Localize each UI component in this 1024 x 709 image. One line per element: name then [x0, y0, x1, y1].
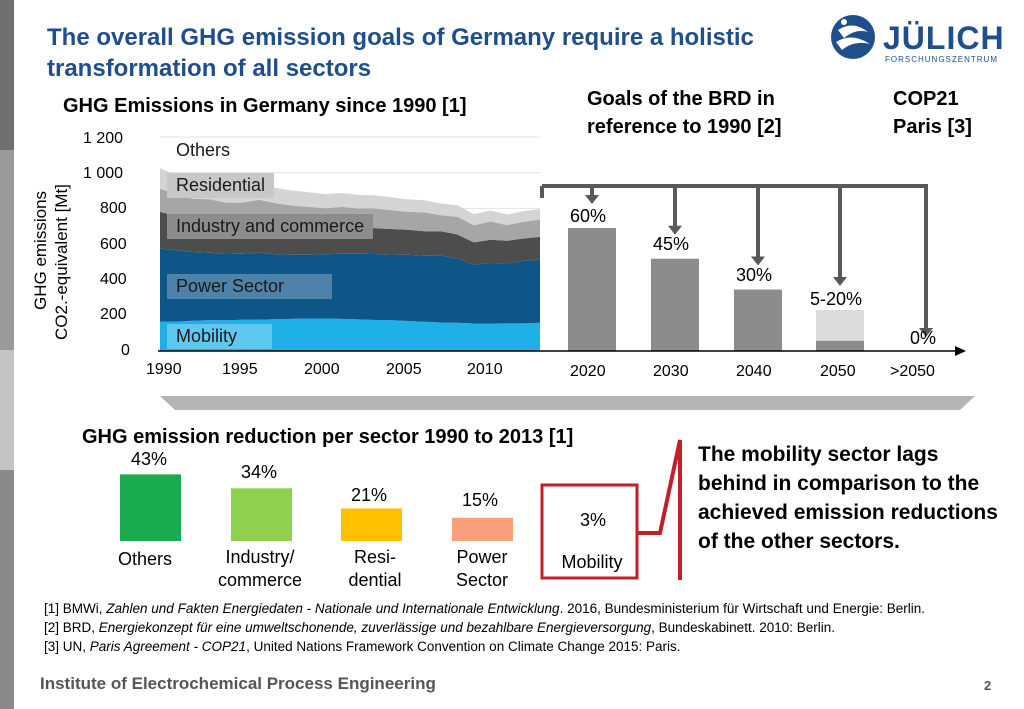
- references: [1] BMWi, Zahlen und Fakten Energiedaten…: [44, 599, 994, 656]
- sector-category-label: Others: [117, 549, 173, 569]
- goal-label: 5-20%: [810, 289, 863, 309]
- sector-bar: [563, 536, 624, 541]
- goal-x-tick: 2030: [653, 363, 689, 380]
- sector-bar: [120, 474, 181, 541]
- reference-item: [3] UN, Paris Agreement - COP21, United …: [44, 639, 681, 654]
- sector-bar: [452, 517, 513, 541]
- x-tick: 2000: [304, 361, 340, 378]
- goal-bar: [651, 258, 699, 351]
- goal-range-bar: [816, 310, 864, 341]
- area-label-industry: Industry and commerce: [167, 214, 374, 239]
- emissions-chart-heading: GHG Emissions in Germany since 1990 [1]: [63, 95, 467, 117]
- side-bar-segment: [0, 150, 14, 350]
- y-tick: 400: [100, 271, 127, 288]
- slide-title: The overall GHG emission goals of German…: [47, 24, 754, 82]
- goal-arrow-head-icon: [751, 256, 765, 266]
- goal-arrow-head-icon: [833, 277, 847, 286]
- goal-bar: [568, 228, 616, 351]
- y-tick: 1 000: [83, 165, 124, 182]
- side-bar-segment: [0, 350, 14, 470]
- page-number: 2: [984, 678, 992, 693]
- logo-subtitle: FORSCHUNGSZENTRUM: [885, 55, 998, 64]
- side-bar-segment: [0, 0, 14, 150]
- y-tick: 0: [121, 342, 130, 359]
- cop21-heading: COP21 Paris [3]: [893, 88, 972, 138]
- area-series-power-sector: [160, 248, 540, 324]
- reference-item: [1] BMWi, Zahlen und Fakten Energiedaten…: [44, 601, 925, 616]
- section-divider: [160, 396, 975, 410]
- goal-arrow-head-icon: [585, 195, 599, 204]
- sector-bar: [231, 488, 292, 541]
- x-axis-arrow-icon: [955, 346, 966, 356]
- goal-label: 30%: [736, 265, 773, 285]
- sector-category-label: Power Sector: [455, 547, 509, 590]
- x-tick: 1990: [146, 361, 182, 378]
- reference-item: [2] BRD, Energiekonzept für eine umwelts…: [44, 620, 835, 635]
- sector-value-label: 34%: [241, 462, 278, 482]
- sector-bar: [341, 508, 402, 541]
- sector-value-label: 15%: [462, 490, 499, 510]
- area-series-others: [160, 168, 540, 226]
- x-tick: 2010: [467, 361, 503, 378]
- goal-x-tick: >2050: [890, 363, 935, 380]
- y-tick: 600: [100, 236, 127, 253]
- mobility-note: The mobility sector lags behind in compa…: [698, 443, 998, 553]
- callout-bracket: [637, 439, 682, 580]
- juelich-logo-icon: [831, 15, 875, 59]
- sector-value-label: 21%: [351, 485, 388, 505]
- x-tick: 1995: [222, 361, 258, 378]
- area-label-others: Others: [176, 140, 231, 160]
- y-tick: 200: [100, 306, 127, 323]
- sector-value-label: 3%: [580, 510, 607, 530]
- sector-category-label: Industry/commerce: [217, 547, 302, 590]
- x-tick: 2005: [386, 361, 422, 378]
- goal-x-tick: 2020: [570, 363, 606, 380]
- sector-category-label: Resi-dential: [348, 547, 402, 590]
- goal-x-tick: 2040: [736, 363, 772, 380]
- goal-bar: [734, 289, 782, 351]
- area-label-residential: Residential: [167, 173, 275, 198]
- goal-label: 60%: [570, 206, 607, 226]
- goal-bar: [816, 340, 864, 351]
- institute-name: Institute of Electrochemical Process Eng…: [40, 674, 436, 693]
- area-label-power: Power Sector: [167, 274, 332, 299]
- sector-value-label: 43%: [131, 449, 168, 469]
- side-bar-segment: [0, 470, 14, 709]
- area-label-mobility: Mobility: [167, 324, 272, 349]
- goals-heading: Goals of the BRD in reference to 1990 [2…: [587, 88, 782, 138]
- goal-label: 45%: [653, 234, 690, 254]
- goal-x-tick: 2050: [820, 363, 856, 380]
- y-tick: 1 200: [83, 130, 124, 147]
- goal-label: 0%: [910, 328, 937, 348]
- sector-category-label: Mobility: [561, 552, 623, 572]
- y-tick: 800: [100, 200, 127, 217]
- logo-name: JÜLICH: [883, 20, 1005, 56]
- goal-arrow-head-icon: [668, 225, 682, 235]
- goal-arrow-head-icon: [919, 328, 933, 337]
- sector-heading: GHG emission reduction per sector 1990 t…: [82, 426, 574, 448]
